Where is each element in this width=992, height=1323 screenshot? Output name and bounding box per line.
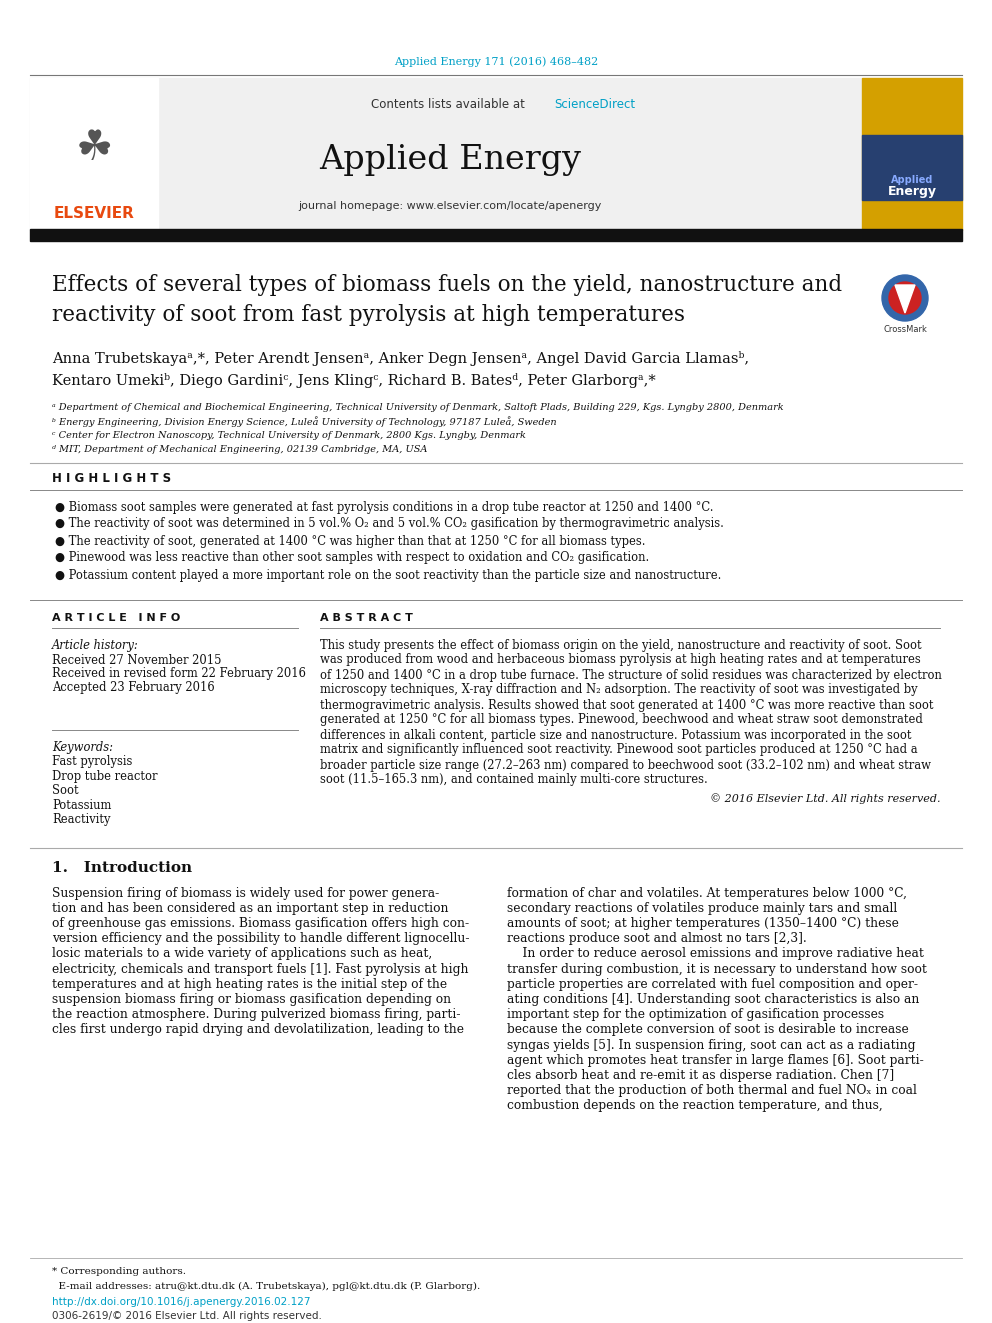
Text: because the complete conversion of soot is desirable to increase: because the complete conversion of soot … (507, 1023, 909, 1036)
Text: ● The reactivity of soot, generated at 1400 °C was higher than that at 1250 °C f: ● The reactivity of soot, generated at 1… (55, 534, 646, 548)
Text: Drop tube reactor: Drop tube reactor (52, 770, 158, 783)
Text: reported that the production of both thermal and fuel NOₓ in coal: reported that the production of both the… (507, 1084, 917, 1097)
Text: thermogravimetric analysis. Results showed that soot generated at 1400 °C was mo: thermogravimetric analysis. Results show… (320, 699, 933, 712)
Text: ● Potassium content played a more important role on the soot reactivity than the: ● Potassium content played a more import… (55, 569, 721, 582)
Bar (30, 229, 962, 241)
Text: suspension biomass firing or biomass gasification depending on: suspension biomass firing or biomass gas… (52, 992, 451, 1005)
Text: © 2016 Elsevier Ltd. All rights reserved.: © 2016 Elsevier Ltd. All rights reserved… (709, 794, 940, 804)
Circle shape (882, 275, 928, 321)
Text: version efficiency and the possibility to handle different lignocellu-: version efficiency and the possibility t… (52, 933, 469, 945)
Text: temperatures and at high heating rates is the initial step of the: temperatures and at high heating rates i… (52, 978, 447, 991)
Text: In order to reduce aerosol emissions and improve radiative heat: In order to reduce aerosol emissions and… (507, 947, 924, 960)
Text: Kentaro Umekiᵇ, Diego Gardiniᶜ, Jens Klingᶜ, Richard B. Batesᵈ, Peter Glarborgᵃ,: Kentaro Umekiᵇ, Diego Gardiniᶜ, Jens Kli… (52, 373, 656, 389)
Text: Keywords:: Keywords: (52, 741, 113, 754)
Text: Applied: Applied (891, 175, 933, 185)
Text: secondary reactions of volatiles produce mainly tars and small: secondary reactions of volatiles produce… (507, 902, 897, 914)
Text: ScienceDirect: ScienceDirect (554, 98, 635, 111)
Text: Received 27 November 2015: Received 27 November 2015 (52, 654, 221, 667)
Text: * Corresponding authors.: * Corresponding authors. (52, 1267, 186, 1277)
Text: electricity, chemicals and transport fuels [1]. Fast pyrolysis at high: electricity, chemicals and transport fue… (52, 963, 468, 975)
Text: transfer during combustion, it is necessary to understand how soot: transfer during combustion, it is necess… (507, 963, 927, 975)
Text: ☘: ☘ (75, 127, 113, 169)
Text: H I G H L I G H T S: H I G H L I G H T S (52, 472, 172, 486)
Text: generated at 1250 °C for all biomass types. Pinewood, beechwood and wheat straw : generated at 1250 °C for all biomass typ… (320, 713, 923, 726)
Text: matrix and significantly influenced soot reactivity. Pinewood soot particles pro: matrix and significantly influenced soot… (320, 744, 918, 757)
Text: Applied Energy 171 (2016) 468–482: Applied Energy 171 (2016) 468–482 (394, 57, 598, 67)
Bar (30, 78, 158, 230)
Text: ᵈ MIT, Department of Mechanical Engineering, 02139 Cambridge, MA, USA: ᵈ MIT, Department of Mechanical Engineer… (52, 446, 428, 455)
Text: ELSEVIER: ELSEVIER (54, 206, 135, 221)
Text: ● Biomass soot samples were generated at fast pyrolysis conditions in a drop tub: ● Biomass soot samples were generated at… (55, 500, 713, 513)
Text: Applied Energy: Applied Energy (319, 144, 581, 176)
Text: ᵃ Department of Chemical and Biochemical Engineering, Technical University of De: ᵃ Department of Chemical and Biochemical… (52, 404, 784, 413)
Text: ᶜ Center for Electron Nanoscopy, Technical University of Denmark, 2800 Kgs. Lyng: ᶜ Center for Electron Nanoscopy, Technic… (52, 431, 526, 441)
Text: differences in alkali content, particle size and nanostructure. Potassium was in: differences in alkali content, particle … (320, 729, 912, 741)
Text: E-mail addresses: atru@kt.dtu.dk (A. Trubetskaya), pgl@kt.dtu.dk (P. Glarborg).: E-mail addresses: atru@kt.dtu.dk (A. Tru… (52, 1282, 480, 1290)
Text: ating conditions [4]. Understanding soot characteristics is also an: ating conditions [4]. Understanding soot… (507, 992, 920, 1005)
Text: 1.   Introduction: 1. Introduction (52, 861, 192, 875)
Text: particle properties are correlated with fuel composition and oper-: particle properties are correlated with … (507, 978, 918, 991)
Bar (30, 78, 862, 230)
Text: Contents lists available at: Contents lists available at (371, 98, 529, 111)
Text: the reaction atmosphere. During pulverized biomass firing, parti-: the reaction atmosphere. During pulveriz… (52, 1008, 460, 1021)
Text: Energy: Energy (888, 185, 936, 198)
Text: ● Pinewood was less reactive than other soot samples with respect to oxidation a: ● Pinewood was less reactive than other … (55, 552, 649, 565)
Text: reactivity of soot from fast pyrolysis at high temperatures: reactivity of soot from fast pyrolysis a… (52, 304, 685, 325)
Text: of 1250 and 1400 °C in a drop tube furnace. The structure of solid residues was : of 1250 and 1400 °C in a drop tube furna… (320, 668, 941, 681)
Text: important step for the optimization of gasification processes: important step for the optimization of g… (507, 1008, 884, 1021)
Text: 0306-2619/© 2016 Elsevier Ltd. All rights reserved.: 0306-2619/© 2016 Elsevier Ltd. All right… (52, 1311, 321, 1320)
Bar (862, 78, 962, 230)
Text: This study presents the effect of biomass origin on the yield, nanostructure and: This study presents the effect of biomas… (320, 639, 922, 651)
Text: Reactivity: Reactivity (52, 814, 110, 827)
Text: Soot: Soot (52, 785, 78, 798)
Text: ᵇ Energy Engineering, Division Energy Science, Luleå University of Technology, 9: ᵇ Energy Engineering, Division Energy Sc… (52, 417, 557, 427)
Text: Effects of several types of biomass fuels on the yield, nanostructure and: Effects of several types of biomass fuel… (52, 274, 842, 296)
Bar (862, 135, 962, 200)
Text: of greenhouse gas emissions. Biomass gasification offers high con-: of greenhouse gas emissions. Biomass gas… (52, 917, 469, 930)
Text: http://dx.doi.org/10.1016/j.apenergy.2016.02.127: http://dx.doi.org/10.1016/j.apenergy.201… (52, 1297, 310, 1307)
Text: Fast pyrolysis: Fast pyrolysis (52, 755, 132, 769)
Text: amounts of soot; at higher temperatures (1350–1400 °C) these: amounts of soot; at higher temperatures … (507, 917, 899, 930)
Text: syngas yields [5]. In suspension firing, soot can act as a radiating: syngas yields [5]. In suspension firing,… (507, 1039, 916, 1052)
Text: Received in revised form 22 February 2016: Received in revised form 22 February 201… (52, 668, 306, 680)
Text: tion and has been considered as an important step in reduction: tion and has been considered as an impor… (52, 902, 448, 914)
Text: broader particle size range (27.2–263 nm) compared to beechwood soot (33.2–102 n: broader particle size range (27.2–263 nm… (320, 758, 931, 771)
Text: Article history:: Article history: (52, 639, 139, 651)
Text: losic materials to a wide variety of applications such as heat,: losic materials to a wide variety of app… (52, 947, 433, 960)
Text: CrossMark: CrossMark (883, 325, 927, 335)
Text: A B S T R A C T: A B S T R A C T (320, 613, 413, 623)
Circle shape (889, 282, 921, 314)
Text: A R T I C L E   I N F O: A R T I C L E I N F O (52, 613, 181, 623)
Text: soot (11.5–165.3 nm), and contained mainly multi-core structures.: soot (11.5–165.3 nm), and contained main… (320, 774, 707, 786)
Text: Accepted 23 February 2016: Accepted 23 February 2016 (52, 681, 214, 695)
Text: agent which promotes heat transfer in large flames [6]. Soot parti-: agent which promotes heat transfer in la… (507, 1053, 924, 1066)
Text: combustion depends on the reaction temperature, and thus,: combustion depends on the reaction tempe… (507, 1099, 883, 1113)
Text: Potassium: Potassium (52, 799, 111, 812)
Text: microscopy techniques, X-ray diffraction and N₂ adsorption. The reactivity of so: microscopy techniques, X-ray diffraction… (320, 684, 918, 696)
Text: formation of char and volatiles. At temperatures below 1000 °C,: formation of char and volatiles. At temp… (507, 886, 907, 900)
Text: journal homepage: www.elsevier.com/locate/apenergy: journal homepage: www.elsevier.com/locat… (299, 201, 602, 210)
Text: cles first undergo rapid drying and devolatilization, leading to the: cles first undergo rapid drying and devo… (52, 1023, 464, 1036)
Text: Anna Trubetskayaᵃ,*, Peter Arendt Jensenᵃ, Anker Degn Jensenᵃ, Angel David Garci: Anna Trubetskayaᵃ,*, Peter Arendt Jensen… (52, 351, 749, 365)
Text: cles absorb heat and re-emit it as disperse radiation. Chen [7]: cles absorb heat and re-emit it as dispe… (507, 1069, 894, 1082)
Text: ● The reactivity of soot was determined in 5 vol.% O₂ and 5 vol.% CO₂ gasificati: ● The reactivity of soot was determined … (55, 517, 724, 531)
Text: reactions produce soot and almost no tars [2,3].: reactions produce soot and almost no tar… (507, 933, 806, 945)
Text: Suspension firing of biomass is widely used for power genera-: Suspension firing of biomass is widely u… (52, 886, 439, 900)
Polygon shape (895, 284, 915, 314)
Text: was produced from wood and herbaceous biomass pyrolysis at high heating rates an: was produced from wood and herbaceous bi… (320, 654, 921, 667)
